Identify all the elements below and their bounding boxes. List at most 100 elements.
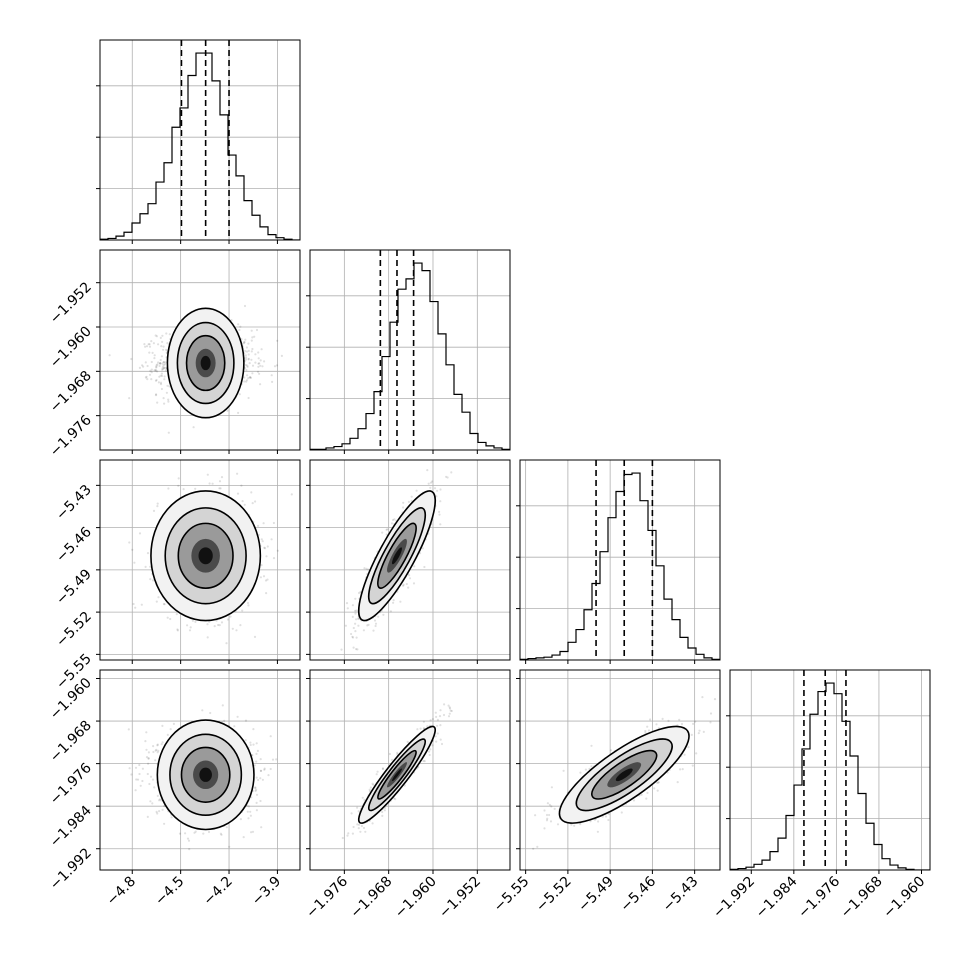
scatter-point — [157, 749, 160, 752]
scatter-point — [439, 500, 442, 503]
scatter-point — [381, 531, 384, 534]
scatter-point — [159, 383, 163, 386]
scatter-point — [243, 341, 246, 344]
scatter-point — [221, 704, 224, 707]
scatter-point — [170, 816, 173, 819]
scatter-point — [161, 334, 164, 337]
scatter-point — [167, 400, 170, 403]
scatter-point — [244, 363, 247, 367]
scatter-point — [208, 482, 211, 485]
density-contour-4 — [391, 547, 402, 565]
scatter-point — [154, 394, 158, 397]
scatter-point — [159, 362, 162, 365]
scatter-point — [355, 648, 358, 651]
scatter-point — [165, 391, 168, 394]
scatter-point — [431, 480, 434, 483]
scatter-point — [255, 788, 258, 791]
scatter-point — [163, 378, 166, 381]
scatter-point — [158, 375, 161, 378]
scatter-point — [148, 782, 151, 786]
scatter-point — [445, 475, 448, 478]
scatter-point — [154, 368, 157, 371]
scatter-point — [352, 646, 355, 649]
panel-frame — [309, 459, 511, 661]
scatter-point — [253, 635, 257, 639]
scatter-point — [146, 378, 149, 381]
scatter-point — [156, 812, 159, 815]
scatter-point — [201, 709, 204, 712]
scatter-point — [402, 583, 405, 586]
scatter-point — [247, 358, 250, 361]
scatter-point — [145, 375, 148, 378]
scatter-point — [374, 622, 378, 625]
scatter-point — [157, 343, 160, 346]
scatter-point — [162, 602, 165, 606]
scatter-point — [244, 358, 248, 361]
scatter-point — [254, 786, 257, 789]
scatter-point — [156, 370, 159, 373]
scatter-point — [155, 366, 158, 369]
scatter-point — [150, 360, 153, 364]
scatter-point — [143, 343, 146, 346]
scatter-point — [248, 376, 251, 379]
scatter-point — [257, 351, 260, 354]
scatter-point — [184, 832, 187, 835]
panel-2-2 — [516, 459, 721, 664]
panel-frame — [99, 249, 301, 451]
scatter-point — [255, 760, 258, 763]
scatter-point — [148, 351, 151, 354]
scatter-point — [250, 358, 253, 361]
scatter-point — [161, 367, 164, 370]
scatter-point — [362, 629, 365, 632]
scatter-point — [415, 489, 418, 492]
scatter-point — [156, 505, 159, 508]
scatter-point — [132, 602, 135, 606]
scatter-point — [241, 500, 244, 503]
scatter-point — [354, 597, 357, 600]
scatter-point — [259, 777, 262, 780]
scatter-point — [155, 365, 158, 368]
scatter-point — [242, 836, 245, 839]
scatter-point — [251, 830, 255, 833]
scatter-point — [249, 376, 252, 379]
scatter-point — [410, 495, 413, 498]
scatter-point — [239, 325, 242, 328]
scatter-point — [354, 630, 357, 633]
scatter-point — [354, 612, 357, 615]
scatter-point — [243, 503, 246, 506]
scatter-point — [164, 369, 168, 372]
scatter-point — [150, 378, 153, 381]
scatter-point — [429, 481, 432, 484]
y-tick-label: −5.46 — [53, 524, 95, 566]
scatter-point — [163, 822, 166, 825]
scatter-point — [263, 768, 266, 771]
scatter-point — [158, 364, 161, 368]
scatter-point — [354, 609, 357, 612]
scatter-point — [155, 378, 158, 382]
scatter-point — [218, 624, 221, 627]
scatter-point — [245, 368, 248, 372]
scatter-point — [251, 364, 255, 367]
scatter-point — [247, 604, 250, 607]
panel-3-0: −4.8 −4.5 −4.2 −3.9−1.992−1.984−1.976−1.968… — [47, 669, 301, 909]
scatter-point — [438, 510, 441, 513]
scatter-point — [246, 364, 249, 367]
scatter-point — [250, 329, 253, 332]
scatter-point — [130, 773, 133, 776]
scatter-point — [251, 336, 254, 339]
scatter-point — [160, 387, 163, 391]
scatter-point — [366, 624, 369, 627]
scatter-point — [259, 359, 262, 362]
scatter-point — [435, 495, 438, 498]
scatter-point — [138, 366, 141, 369]
scatter-point — [182, 488, 185, 491]
scatter-point — [159, 336, 162, 339]
scatter-point — [166, 616, 169, 619]
scatter-point — [254, 500, 257, 503]
scatter-point — [161, 362, 164, 365]
density-contour-4 — [198, 547, 213, 565]
scatter-point — [251, 347, 254, 351]
scatter-point — [261, 540, 264, 543]
scatter-point — [252, 743, 255, 746]
